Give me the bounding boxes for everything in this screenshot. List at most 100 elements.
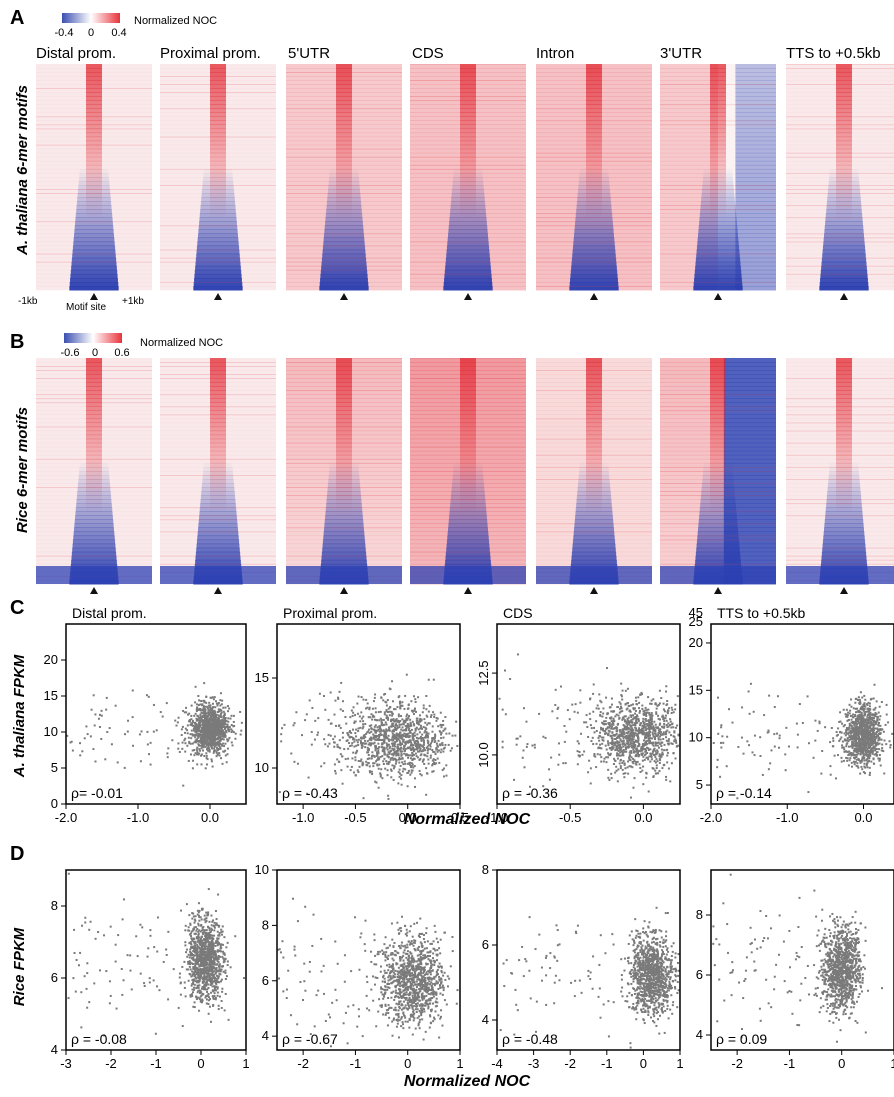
scatter-point	[648, 721, 651, 724]
scatter-point	[224, 734, 227, 737]
scatter-point	[398, 775, 401, 778]
scatter-point	[640, 729, 643, 732]
scatter-point	[442, 723, 445, 726]
scatter-point	[752, 710, 755, 713]
scatter-point	[621, 689, 624, 692]
scatter-point	[860, 720, 863, 723]
scatter-point	[224, 716, 227, 719]
y-tick-label: 10.0	[476, 742, 491, 767]
scatter-point	[388, 714, 391, 717]
scatter-point	[191, 988, 194, 991]
scatter-point	[642, 731, 645, 734]
scatter-point	[749, 682, 752, 685]
scatter-point	[350, 735, 353, 738]
scatter-point	[393, 708, 396, 711]
scatter-point	[850, 727, 853, 730]
scatter-point	[422, 726, 425, 729]
scatter-point	[615, 747, 618, 750]
scatter-point	[592, 692, 595, 695]
scatter-point	[185, 706, 188, 709]
scatter-point	[611, 731, 614, 734]
scatter-point	[215, 985, 218, 988]
scatter-point	[610, 710, 613, 713]
panel-letter-c: C	[10, 597, 24, 619]
scatter-point	[200, 947, 203, 950]
scatter-point	[404, 762, 407, 765]
scatter-point	[296, 762, 299, 765]
scatter-point	[634, 732, 637, 735]
scatter-point	[415, 755, 418, 758]
scatter-point	[607, 768, 610, 771]
scatter-point	[653, 720, 656, 723]
scatter-point	[847, 728, 850, 731]
scatter-point	[215, 918, 218, 921]
scatter-point	[395, 728, 398, 731]
scatter-point	[838, 739, 841, 742]
scatter-point	[869, 718, 872, 721]
scatter-point	[376, 726, 379, 729]
scatter-point	[618, 746, 621, 749]
scatter-point	[845, 750, 848, 753]
scatter-point	[199, 916, 202, 919]
scatter-point	[418, 745, 421, 748]
scatter-point	[408, 746, 411, 749]
scatter-point	[814, 739, 817, 742]
panel-letter-a: A	[10, 7, 24, 29]
scatter-point	[836, 754, 839, 757]
x-tick-label: -2.0	[55, 810, 77, 825]
colorbar-b-gradient	[64, 333, 122, 343]
scatter-point	[853, 761, 856, 764]
scatter-point	[385, 762, 388, 765]
scatter-point	[417, 728, 420, 731]
scatter-point	[398, 726, 401, 729]
scatter-point	[196, 976, 199, 979]
scatter-point	[848, 712, 851, 715]
scatter-point	[401, 733, 404, 736]
scatter-point	[191, 742, 194, 745]
scatter-point	[504, 713, 507, 716]
scatter-point	[859, 710, 862, 713]
scatter-point	[204, 728, 207, 731]
scatter-point	[120, 968, 123, 971]
scatter-point	[654, 741, 657, 744]
scatter-point	[427, 678, 430, 681]
scatter-point	[375, 719, 378, 722]
scatter-point	[407, 746, 410, 749]
scatter-point	[618, 754, 621, 757]
scatter-point	[403, 744, 406, 747]
scatter-point	[650, 712, 653, 715]
scatter-point	[614, 771, 617, 774]
scatter-point	[177, 716, 180, 719]
scatter-point	[418, 714, 421, 717]
scatter-point	[212, 720, 215, 723]
scatter-point	[390, 753, 393, 756]
scatter-point	[657, 746, 660, 749]
scatter-point	[215, 755, 218, 758]
scatter-point	[213, 721, 216, 724]
scatter-point	[637, 738, 640, 741]
scatter-point	[751, 751, 754, 754]
scatter-point	[215, 725, 218, 728]
scatter-point	[868, 733, 871, 736]
scatter-point	[629, 710, 632, 713]
scatter-point	[443, 775, 446, 778]
scatter-point	[397, 782, 400, 785]
scatter-point	[773, 745, 776, 748]
scatter-point	[146, 730, 149, 733]
scatter-point	[636, 735, 639, 738]
scatter-point	[201, 931, 204, 934]
scatter-point	[211, 696, 214, 699]
scatter-point	[219, 973, 222, 976]
scatter-point	[200, 747, 203, 750]
scatter-point	[857, 714, 860, 717]
scatter-point	[878, 757, 881, 760]
scatter-point	[631, 766, 634, 769]
scatter-point	[194, 964, 197, 967]
scatter-point	[668, 707, 671, 710]
scatter-point	[845, 743, 848, 746]
scatter-point	[411, 735, 414, 738]
scatter-point	[736, 797, 739, 800]
scatter-point	[427, 742, 430, 745]
scatter-point	[633, 740, 636, 743]
scatter-point	[385, 701, 388, 704]
